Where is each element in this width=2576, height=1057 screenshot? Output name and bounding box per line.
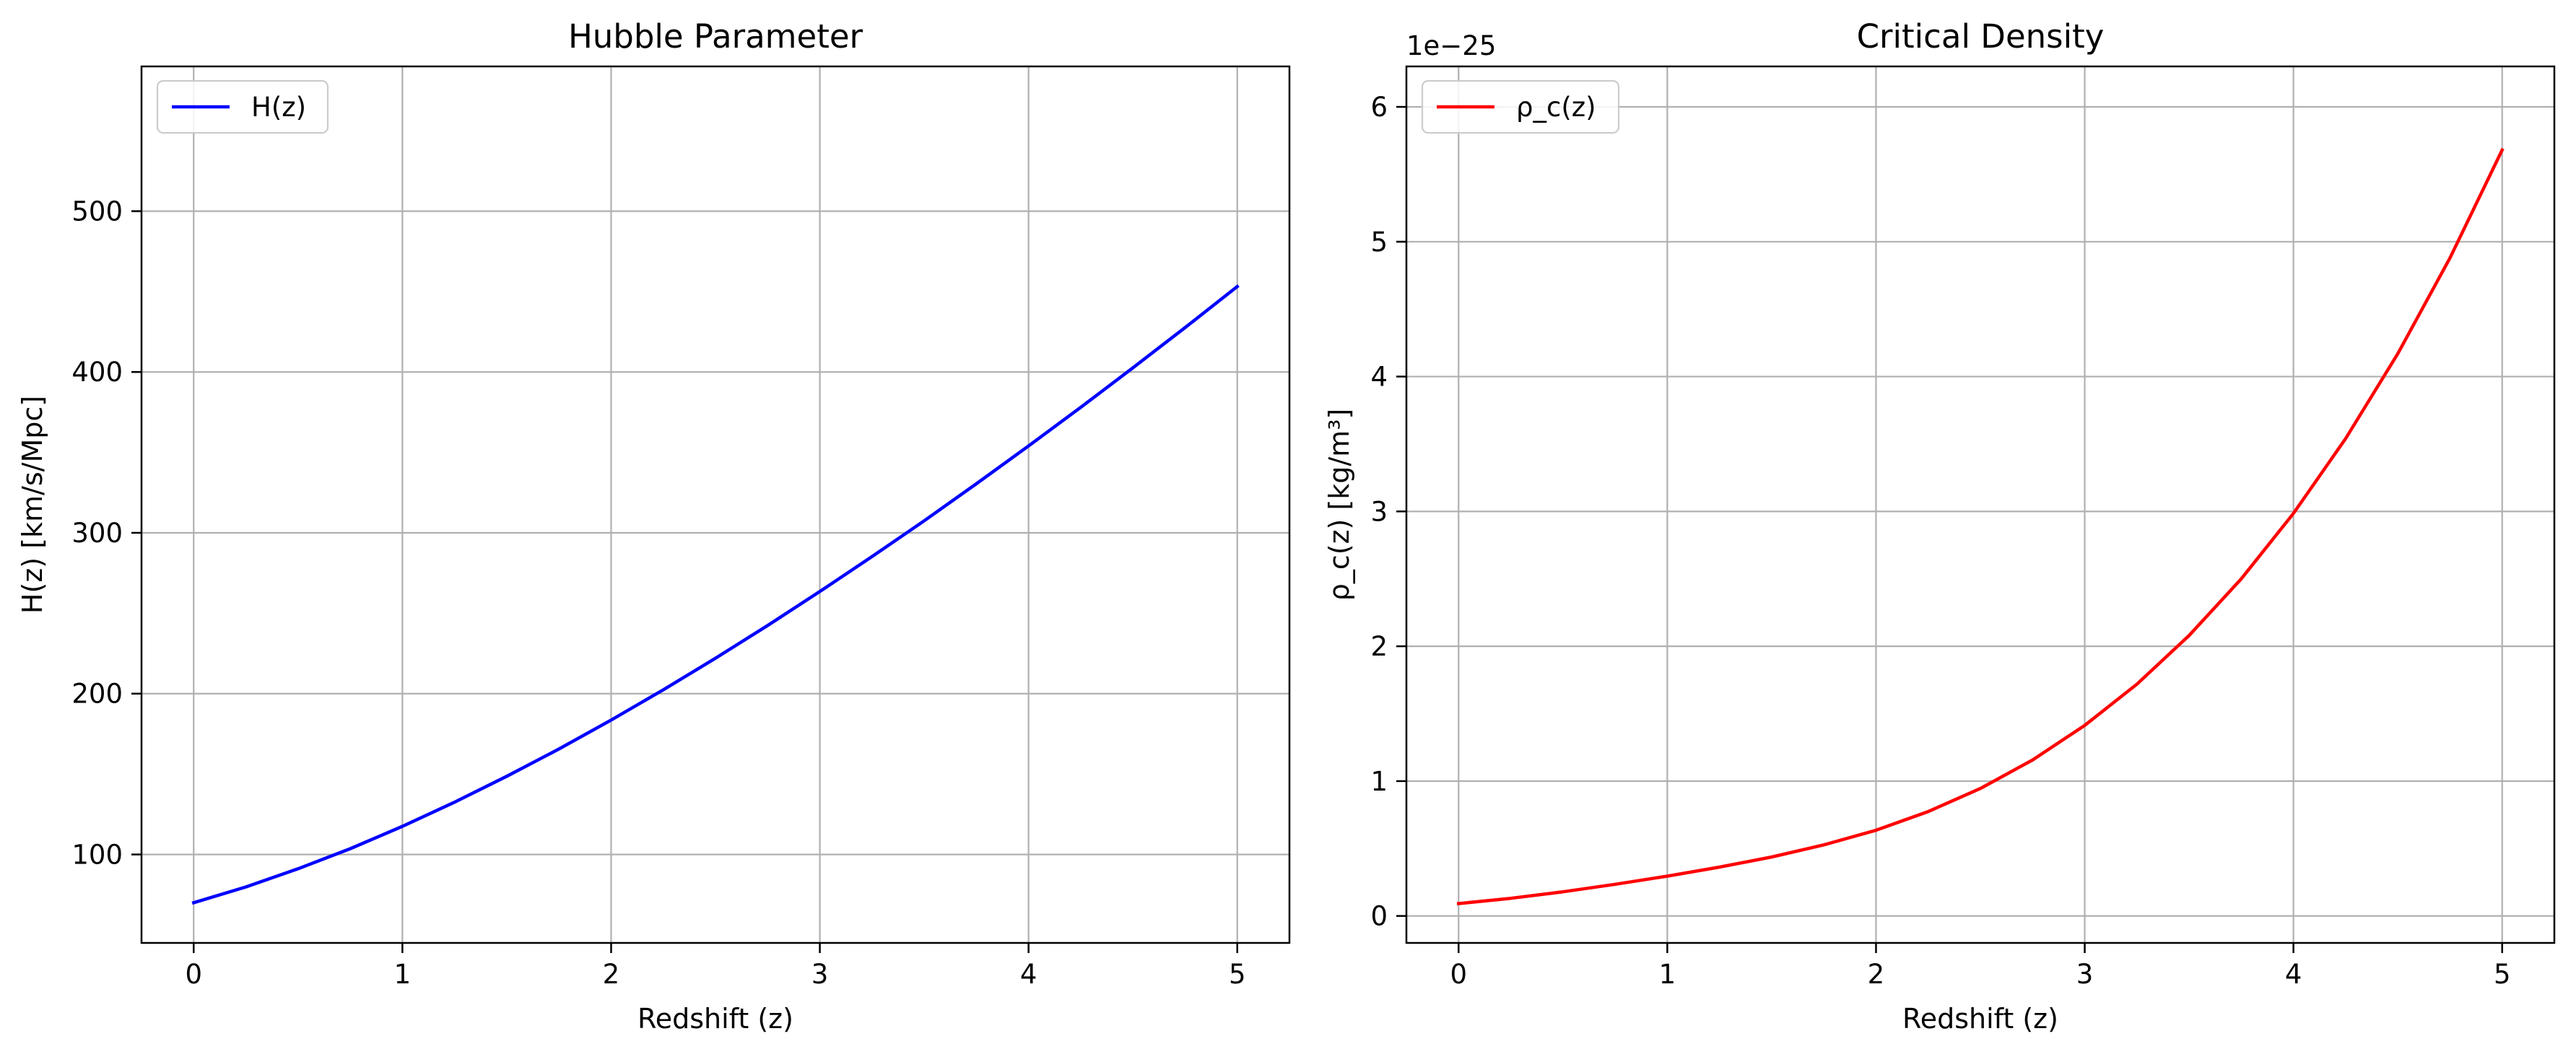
- density-y-axis-label: ρ_c(z) [kg/m³]: [1323, 409, 1355, 601]
- hubble-ytick-label-1: 200: [71, 679, 123, 710]
- density-legend-box: [1421, 79, 1620, 134]
- hubble-chart: 0 1 2 3 4 5 100 200 300 400 500 Hubble Parameter Red…: [17, 17, 1291, 1035]
- hubble-x-axis-label: Redshift (z): [638, 1003, 793, 1035]
- density-offset-text: 1e−25: [1406, 30, 1496, 61]
- hubble-y-axis-label: H(z) [km/s/Mpc]: [17, 396, 48, 614]
- density-chart: 0 1 2 3 4 5 0 1 2 3 4 5 6 Critical Density Redshift (z…: [1323, 17, 2556, 1035]
- density-legend-label-0: ρ_c(z): [1516, 92, 1596, 123]
- hubble-legend-box: [156, 79, 329, 134]
- density-xtick-label-3: 3: [2076, 959, 2094, 990]
- density-ytick-label-2: 2: [1370, 631, 1388, 662]
- hubble-axes-frame: [140, 65, 1291, 944]
- hubble-xtick-label-0: 0: [185, 959, 202, 990]
- density-ytick-label-0: 0: [1370, 901, 1388, 932]
- density-xtick-label-0: 0: [1450, 959, 1467, 990]
- hubble-ytick-label-2: 300: [71, 518, 123, 549]
- hubble-xtick-label-4: 4: [1020, 959, 1037, 990]
- hubble-legend-label-0: H(z): [251, 92, 306, 123]
- density-ytick-label-1: 1: [1370, 766, 1388, 797]
- hubble-xtick-label-1: 1: [394, 959, 412, 990]
- hubble-series-line-0: [191, 284, 1240, 905]
- density-ytick-label-5: 5: [1370, 227, 1388, 258]
- density-xtick-label-5: 5: [2494, 959, 2511, 990]
- hubble-legend: H(z): [156, 79, 329, 134]
- density-legend: ρ_c(z): [1421, 79, 1620, 134]
- density-chart-title: Critical Density: [1857, 17, 2105, 56]
- hubble-ytick-label-3: 400: [71, 357, 123, 388]
- hubble-xtick-label-5: 5: [1229, 959, 1246, 990]
- hubble-ytick-label-4: 500: [71, 196, 123, 227]
- hubble-xtick-label-3: 3: [811, 959, 829, 990]
- density-x-axis-label: Redshift (z): [1902, 1003, 2058, 1035]
- density-xtick-label-4: 4: [2285, 959, 2302, 990]
- hubble-chart-title: Hubble Parameter: [568, 17, 863, 56]
- density-ytick-label-6: 6: [1370, 92, 1388, 123]
- hubble-xtick-label-2: 2: [603, 959, 620, 990]
- density-xtick-label-1: 1: [1659, 959, 1676, 990]
- density-xtick-label-2: 2: [1868, 959, 1885, 990]
- density-axes-frame: [1405, 65, 2556, 944]
- density-ytick-label-3: 3: [1370, 496, 1388, 527]
- hubble-ytick-label-0: 100: [71, 839, 123, 870]
- density-ytick-label-4: 4: [1370, 362, 1388, 393]
- density-series-line-0: [1456, 147, 2505, 905]
